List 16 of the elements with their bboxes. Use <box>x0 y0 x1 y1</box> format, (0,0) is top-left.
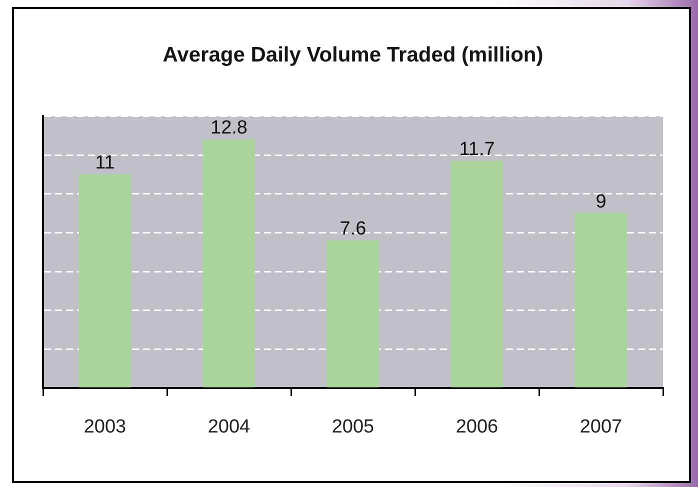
x-tick-label: 2007 <box>580 416 622 438</box>
data-label: 9 <box>596 191 606 212</box>
x-tick-label: 2005 <box>332 416 374 438</box>
bar <box>450 160 504 388</box>
bar <box>326 240 380 388</box>
bar <box>574 213 628 388</box>
x-tick-label: 2006 <box>456 416 498 438</box>
chart-title: Average Daily Volume Traded (million) <box>162 43 544 66</box>
x-tick-label: 2004 <box>208 416 251 438</box>
data-label: 11 <box>95 152 115 174</box>
bar <box>202 139 256 388</box>
x-tick-label: 2003 <box>84 416 126 438</box>
data-label: 7.6 <box>340 218 366 240</box>
bar <box>78 174 132 388</box>
data-label: 11.7 <box>459 138 495 160</box>
data-label: 12.8 <box>210 117 248 138</box>
